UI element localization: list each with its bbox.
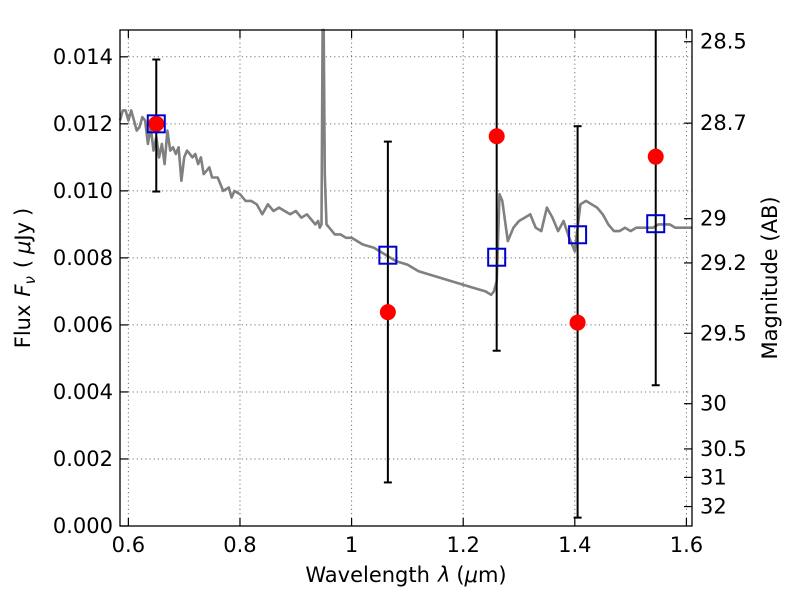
y2-tick-label: 29.2 (700, 251, 747, 275)
x-tick-label: 1.4 (558, 533, 591, 557)
x-tick-label: 0.6 (112, 533, 145, 557)
model-point (646, 214, 666, 234)
y2-tick-label: 28.7 (700, 111, 747, 135)
observed-point (569, 314, 586, 331)
model-point (146, 114, 166, 134)
model-point (568, 225, 588, 245)
y2-tick-label: 29 (700, 207, 727, 231)
spectrum-line (118, 28, 692, 297)
y2-tick-label: 29.5 (700, 321, 747, 345)
observed-point (148, 115, 165, 132)
y-tick-label: 0.010 (53, 179, 113, 203)
grid (120, 30, 692, 527)
y2-tick-label: 30.5 (700, 437, 747, 461)
observed-point (647, 148, 664, 165)
plot-frame (119, 29, 693, 527)
y-tick-label: 0.000 (53, 514, 113, 538)
y-axis-title: FluxFν(μJy) (11, 208, 39, 349)
x-tick-label: 1.2 (446, 533, 479, 557)
model-spectrum (118, 28, 692, 297)
ticks: 0.6 0.8 1 1.2 1.4 1.6 0.000 0.002 0.004 0.006 0.00… (53, 30, 747, 557)
y-tick-label: 0.002 (53, 447, 113, 471)
y2-axis-title: Magnitude (AB) (758, 196, 782, 359)
x-tick-label: 1.6 (670, 533, 703, 557)
x-tick-label: 0.8 (223, 533, 256, 557)
y-tick-label: 0.012 (53, 112, 113, 136)
error-bars (152, 30, 660, 519)
y2-tick-label: 32 (700, 495, 727, 519)
y2-tick-label: 30 (700, 392, 727, 416)
x-tick-label: 1 (345, 533, 358, 557)
y-tick-label: 0.008 (53, 246, 113, 270)
observed-point (488, 128, 505, 145)
y-tick-label: 0.004 (53, 380, 113, 404)
data-markers (146, 114, 666, 331)
y2-tick-label: 28.5 (700, 30, 747, 54)
x-axis-title: Wavelength λ (μm) (305, 563, 506, 587)
y2-tick-label: 31 (700, 465, 727, 489)
model-point (487, 247, 507, 267)
model-point (378, 245, 398, 265)
y-tick-label: 0.014 (53, 45, 113, 69)
observed-point (379, 304, 396, 321)
y-tick-label: 0.006 (53, 313, 113, 337)
